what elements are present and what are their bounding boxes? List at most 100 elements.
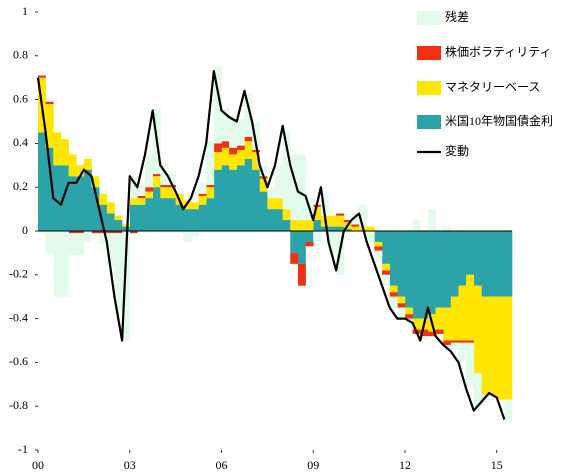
bar-segment xyxy=(427,209,436,231)
bar-segment xyxy=(91,231,100,234)
bar-segment xyxy=(382,274,390,286)
bar-segment xyxy=(481,231,490,297)
legend-label: 変動 xyxy=(445,143,469,158)
bar-segment xyxy=(213,169,222,231)
bar-segment xyxy=(91,176,100,188)
axes: -1 -0.8 -0.6 -0.4 -0.2 0 0.2 0.4 0.6 0.8 1 00 03 06 09… xyxy=(9,4,512,472)
x-tick-label: 03 xyxy=(124,458,136,472)
bar-segment xyxy=(229,154,238,170)
bar-segment xyxy=(60,165,69,231)
bar-segment xyxy=(336,226,345,231)
bar-segment xyxy=(466,342,475,387)
bar-segment xyxy=(466,340,475,343)
bar-segment xyxy=(45,103,54,148)
bar-segment xyxy=(473,285,482,374)
bar-segment xyxy=(244,141,253,159)
bar-segment xyxy=(259,178,268,192)
bar-segment xyxy=(190,202,199,210)
bar-segment xyxy=(183,209,192,231)
bar-segment xyxy=(458,340,467,343)
bar-segment xyxy=(450,296,459,341)
bar-segment xyxy=(397,303,406,308)
bar-segment xyxy=(122,226,131,231)
bar-segment xyxy=(504,231,513,297)
bar-segment xyxy=(213,143,222,153)
bar-segment xyxy=(450,231,459,297)
bar-segment xyxy=(420,336,429,341)
bar-segment xyxy=(129,204,138,231)
bar-segment xyxy=(206,198,215,231)
bar-segment xyxy=(167,198,176,231)
bar-segment xyxy=(175,204,184,231)
bar-segment xyxy=(359,204,368,227)
line xyxy=(36,70,506,420)
bar-segment xyxy=(60,139,69,166)
bar-segment xyxy=(412,318,421,330)
bar-segment xyxy=(305,220,314,231)
bar-segment xyxy=(83,158,92,170)
bar-segment xyxy=(122,231,131,341)
y-tick-label: -1 xyxy=(18,442,28,456)
bar-segment xyxy=(374,231,383,242)
bar-segment xyxy=(114,215,123,221)
bar-segment xyxy=(275,165,283,199)
bar-segment xyxy=(336,215,345,227)
bar-segment xyxy=(229,169,238,231)
x-tick-label: 00 xyxy=(32,458,44,472)
bar-segment xyxy=(137,204,146,231)
legend-label: 株価ボラティリティ xyxy=(445,44,552,59)
bar-segment xyxy=(267,187,276,199)
bar-segment xyxy=(206,185,215,188)
bar-segment xyxy=(290,154,299,221)
bar-segment xyxy=(91,187,100,231)
bar-segment xyxy=(366,226,375,231)
bar-segment xyxy=(267,198,276,210)
bar-segment xyxy=(397,307,406,319)
bar-segment xyxy=(137,185,146,196)
bar-segment xyxy=(435,329,444,334)
bar-segment xyxy=(183,231,192,242)
bar-segment xyxy=(252,152,261,170)
bar-segment xyxy=(313,220,322,231)
bar-segment xyxy=(313,231,322,242)
bar-segment xyxy=(275,198,283,210)
bar-segment xyxy=(68,154,77,177)
bar-segment xyxy=(389,231,398,286)
bar-segment xyxy=(466,231,475,275)
bar-segment xyxy=(213,152,222,170)
x-tick-label: 15 xyxy=(491,458,503,472)
bar-segment xyxy=(443,226,452,231)
x-tick-label: 06 xyxy=(215,458,227,472)
bar-segment xyxy=(68,176,77,231)
bar-segment xyxy=(443,231,452,308)
bar-segment xyxy=(427,231,436,315)
bar-segment xyxy=(282,220,291,231)
bar-segment xyxy=(221,147,230,166)
bar-segment xyxy=(320,193,329,216)
bar-segment xyxy=(443,307,452,341)
bar-segment xyxy=(198,193,207,196)
bar-segment xyxy=(259,165,268,177)
bar-segment xyxy=(45,231,54,253)
bar-segment xyxy=(160,163,169,186)
bar-segment xyxy=(297,154,306,221)
bar-segment xyxy=(167,174,176,186)
bar-segment xyxy=(244,93,253,137)
legend-swatch xyxy=(417,81,441,95)
bar-segment xyxy=(38,132,46,231)
bar-segment xyxy=(53,132,62,166)
bar-segment xyxy=(412,220,421,231)
bar-segment xyxy=(244,158,253,231)
bar-segment xyxy=(160,187,169,199)
bar-segment xyxy=(290,220,299,231)
bar-segment xyxy=(435,231,444,308)
bar-segment xyxy=(83,169,92,231)
legend-swatch xyxy=(417,46,441,60)
bar-segment xyxy=(137,195,146,199)
bar-segment xyxy=(145,191,153,199)
x-tick-label: 12 xyxy=(399,458,411,472)
bar-segment xyxy=(213,66,222,144)
bar-segment xyxy=(53,165,62,231)
bar-segment xyxy=(504,399,513,422)
bar-segment xyxy=(374,250,383,262)
